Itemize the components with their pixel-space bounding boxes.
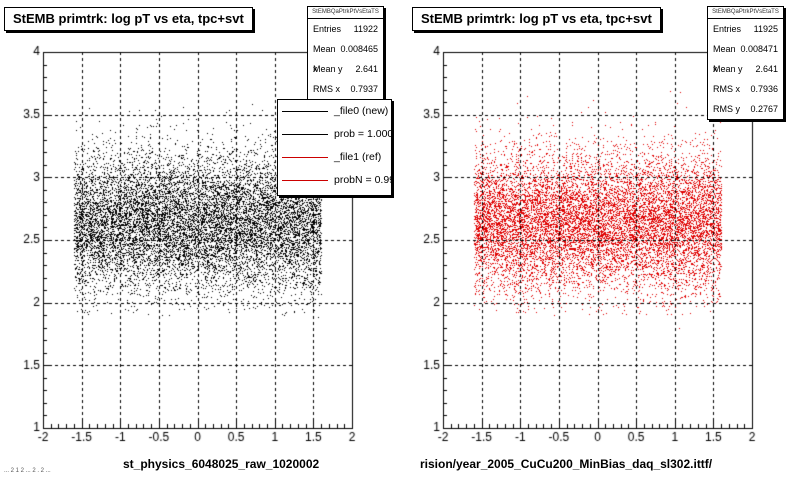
legend-line-marker [282,180,328,181]
stats-label: Mean x [713,44,736,74]
chart-title-right: StEMB primtrk: log pT vs eta, tpc+svt [412,7,661,31]
stats-row-right: Mean x 0.008471 [708,39,783,74]
stats-value: 0.008465 [340,44,378,54]
stats-label: Mean y [313,64,343,74]
stats-value: 0.7936 [750,84,778,94]
legend-label: probN = 0.999877 [334,174,391,186]
stats-value: 0.7937 [350,84,378,94]
stats-row-right: RMS y 0.2767 [708,99,783,119]
stats-label: Mean y [713,64,743,74]
stats-row-right: Entries 11925 [708,19,783,39]
stats-header-right: StEMBQaPtrkPtVsEtaTS [708,7,783,19]
legend-label: prob = 1.000000 [334,128,391,140]
stats-label: Mean x [313,44,336,74]
stats-row-left: RMS x 0.7937 [308,79,383,99]
stats-label: RMS x [313,84,340,94]
footer-right: rision/year_2005_CuCu200_MinBias_daq_sl3… [420,457,713,471]
legend-label: _file1 (ref) [334,151,382,163]
stats-label: RMS x [713,84,740,94]
stats-value: 11922 [353,24,378,34]
legend-line-marker [282,157,328,158]
footer-left: st_physics_6048025_raw_1020002 [123,457,320,471]
stats-value: 11925 [753,24,778,34]
legend-line-marker [282,111,328,112]
legend-entry: _file0 (new) [278,100,391,123]
stats-box-right: StEMBQaPtrkPtVsEtaTS Entries 11925 Mean x 0.… [707,6,784,120]
stats-value: 0.2767 [750,104,778,114]
stats-box-left: StEMBQaPtrkPtVsEtaTS Entries 11922 Mean x 0.… [307,6,384,100]
stats-row-left: Entries 11922 [308,19,383,39]
legend-label: _file0 (new) [334,105,389,117]
stats-row-right: RMS x 0.7936 [708,79,783,99]
legend-entry: _file1 (ref) [278,146,391,169]
stats-header-left: StEMBQaPtrkPtVsEtaTS [308,7,383,19]
stats-value: 2.641 [755,64,778,74]
legend-entry: probN = 0.999877 [278,169,391,192]
stats-label: Entries [313,24,342,34]
stats-row-left: Mean y 2.641 [308,59,383,79]
legend-box: _file0 (new) prob = 1.000000 _file1 (ref) p… [277,99,392,196]
stats-row-right: Mean y 2.641 [708,59,783,79]
stats-row-left: Mean x 0.008465 [308,39,383,74]
legend-entry: prob = 1.000000 [278,123,391,146]
small-footer: ... 2 1 2 ... 2 . 2 ... [4,468,51,474]
stats-value: 2.641 [355,64,378,74]
stats-value: 0.008471 [740,44,778,54]
stats-label: RMS y [713,104,740,114]
legend-line-marker [282,134,328,135]
chart-title-left: StEMB primtrk: log pT vs eta, tpc+svt [4,7,253,31]
stats-label: Entries [713,24,742,34]
